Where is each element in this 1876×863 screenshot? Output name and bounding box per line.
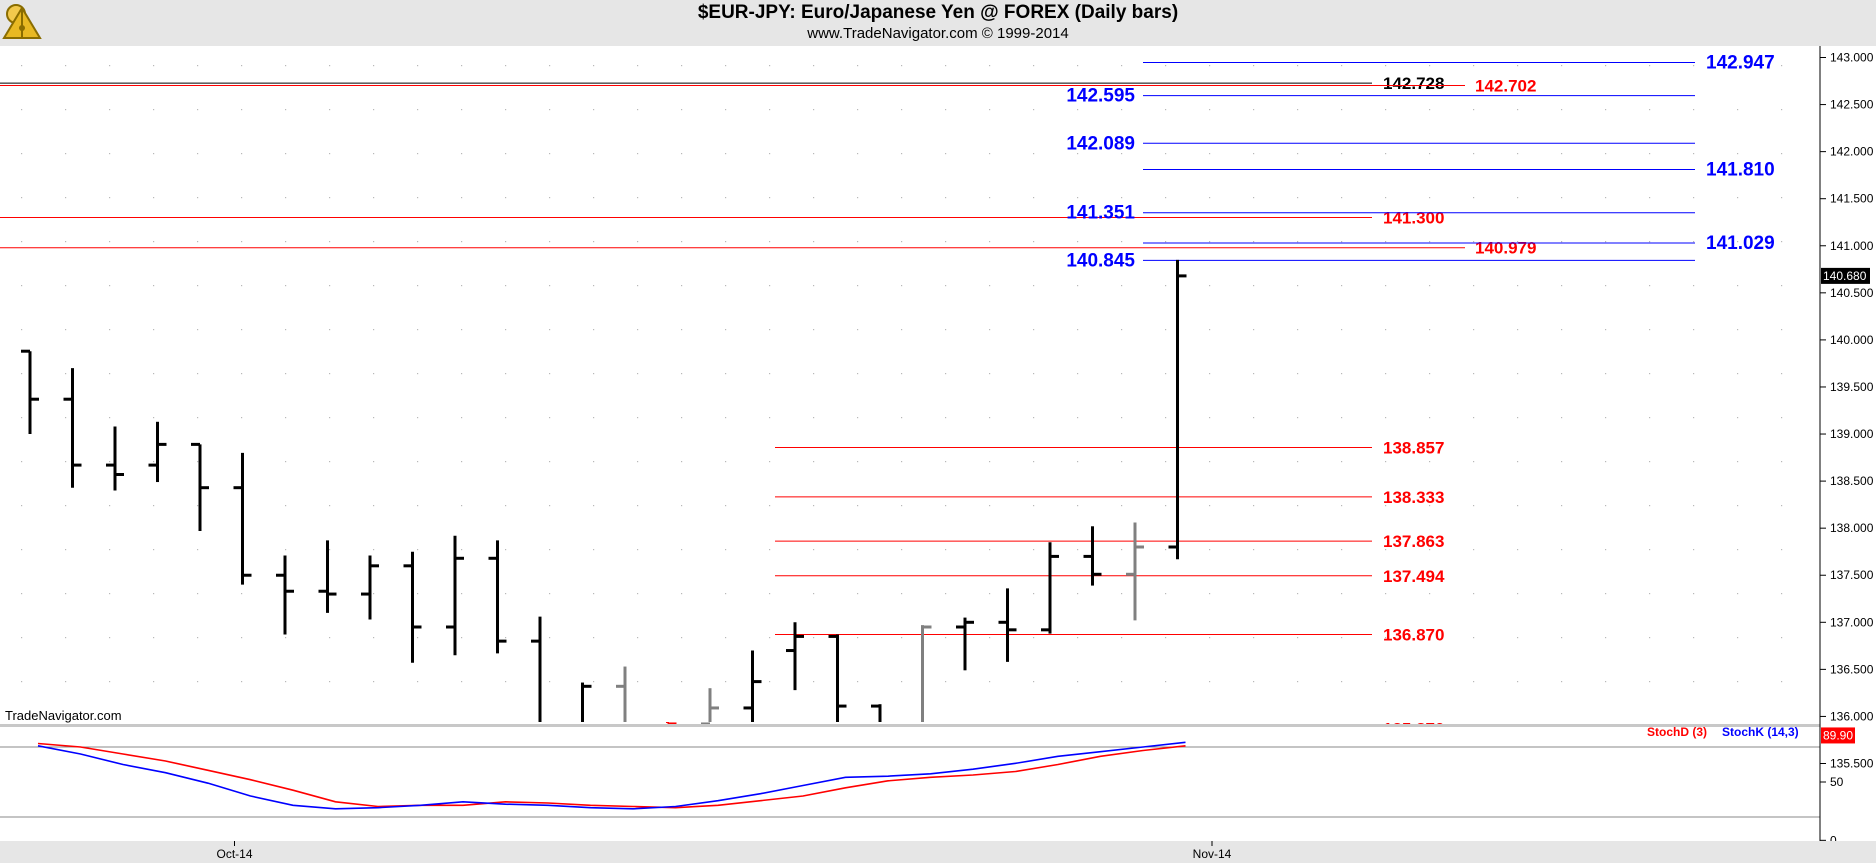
last-price-label: 140.680	[1823, 269, 1867, 283]
y-tick-label: 135.500	[1830, 757, 1874, 771]
ohlc-bar	[1041, 542, 1059, 634]
stoch-legend-d: StochD (3)	[1647, 725, 1707, 739]
chart-header: $EUR-JPY: Euro/Japanese Yen @ FOREX (Dai…	[0, 0, 1876, 46]
level-label: 137.863	[1383, 532, 1444, 551]
ohlc-bar	[998, 588, 1017, 662]
ohlc-bar	[191, 442, 209, 531]
ohlc-bar	[786, 622, 804, 691]
level-label: 142.595	[1066, 86, 1135, 107]
level-label: 136.870	[1383, 626, 1444, 645]
ohlc-bar	[361, 555, 379, 620]
ohlc-bar	[21, 349, 39, 435]
last-price-badge	[1821, 267, 1870, 284]
y-tick-label: 141.500	[1830, 192, 1874, 206]
ohlc-bar	[233, 452, 252, 585]
level-label: 137.494	[1383, 567, 1445, 586]
level-label: 142.947	[1706, 52, 1775, 73]
ohlc-bar	[828, 634, 847, 722]
level-label: 141.351	[1066, 203, 1135, 224]
ohlc-bar	[956, 617, 974, 671]
last-stoch-badge	[1821, 727, 1855, 744]
y-tick-label: 138.500	[1830, 474, 1874, 488]
price-bars	[21, 259, 1187, 761]
y-tick-label: 142.500	[1830, 98, 1874, 112]
y-tick-label: 139.000	[1830, 427, 1874, 441]
y-axis-strip	[1820, 46, 1876, 841]
date-x-axis: Oct-14 Nov-14	[216, 841, 1232, 861]
x-tick-label: Oct-14	[216, 847, 252, 861]
price-panel	[0, 46, 1820, 724]
level-label: 142.728	[1383, 74, 1444, 93]
watermark: TradeNavigator.com	[5, 708, 122, 723]
x-axis-strip	[0, 841, 1876, 863]
y-tick-label: 140.000	[1830, 333, 1874, 347]
stochastic-panel	[0, 727, 1820, 841]
y-tick-label: 136.000	[1830, 709, 1874, 723]
chart-title: $EUR-JPY: Euro/Japanese Yen @ FOREX (Dai…	[697, 2, 1179, 23]
level-label: 141.810	[1706, 160, 1775, 181]
ohlc-bar	[106, 426, 124, 491]
ohlc-bar	[403, 551, 422, 663]
level-label: 138.857	[1383, 438, 1444, 457]
ohlc-bar	[743, 650, 762, 722]
level-label: 142.702	[1475, 77, 1536, 96]
level-label: 140.845	[1066, 250, 1135, 271]
ohlc-bar	[276, 555, 294, 635]
level-label: 141.300	[1383, 209, 1444, 228]
y-tick-label: 138.000	[1830, 521, 1874, 535]
price-y-axis: 143.000 142.500 142.000 141.500 141.000 140.5…	[1820, 51, 1874, 771]
ohlc-bar	[1168, 259, 1187, 560]
sextant-icon	[2, 4, 42, 39]
y-tick-label: 137.000	[1830, 615, 1874, 629]
stoch-legend-k: StochK (14,3)	[1722, 725, 1799, 739]
y-tick-label: 136.500	[1830, 662, 1874, 676]
y-tick-label: 139.500	[1830, 380, 1874, 394]
panel-separator	[0, 724, 1820, 727]
stoch-d-line	[37, 742, 1186, 809]
ohlc-bar	[446, 535, 464, 656]
x-tick-label: Nov-14	[1193, 847, 1232, 861]
stoch-tick-label: 50	[1830, 775, 1844, 789]
ohlc-bar	[148, 421, 167, 483]
y-tick-label: 137.500	[1830, 568, 1874, 582]
ohlc-bar	[63, 368, 82, 488]
stoch-k-line	[37, 741, 1186, 810]
y-tick-label: 143.000	[1830, 51, 1874, 65]
y-tick-label: 141.000	[1830, 239, 1874, 253]
ohlc-bar	[1126, 522, 1144, 621]
stoch-tick-label: 0	[1830, 833, 1837, 847]
y-tick-label: 140.500	[1830, 286, 1874, 300]
y-tick-label: 142.000	[1830, 145, 1874, 159]
level-label: 142.089	[1066, 133, 1135, 154]
ohlc-bar	[1083, 526, 1102, 586]
ohlc-bar	[318, 540, 337, 613]
stochastic-lines	[37, 741, 1186, 810]
chart-subtitle: www.TradeNavigator.com © 1999-2014	[807, 25, 1069, 42]
level-label: 141.029	[1706, 233, 1775, 254]
ohlc-bar	[701, 688, 719, 726]
level-label: 138.333	[1383, 488, 1444, 507]
ohlc-bar	[488, 540, 507, 654]
level-label: 140.979	[1475, 239, 1536, 258]
stoch-y-axis: 50 0 89.90	[1820, 727, 1855, 847]
last-stoch-label: 89.90	[1823, 728, 1853, 742]
